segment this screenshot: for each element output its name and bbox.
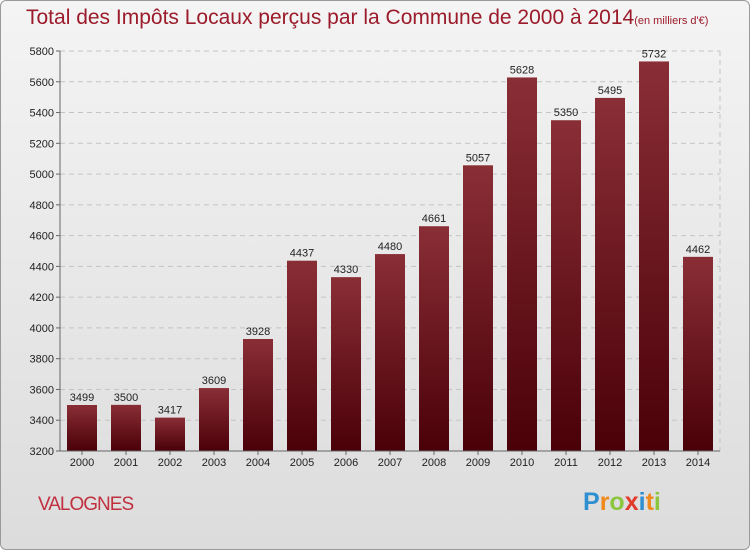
x-tick-label: 2003 <box>202 457 226 469</box>
bar-value-label: 5057 <box>466 152 490 164</box>
x-tick-label: 2004 <box>246 457 270 469</box>
x-tick-label: 2001 <box>114 457 138 469</box>
bar-2001[interactable] <box>111 404 141 451</box>
y-tick-label: 3200 <box>30 446 54 458</box>
y-tick-label: 4000 <box>30 323 54 335</box>
x-tick-label: 2008 <box>422 457 446 469</box>
bar-value-label: 3928 <box>246 326 270 338</box>
chart-title-unit: (en milliers d'€) <box>634 15 709 27</box>
bar-value-label: 5350 <box>554 107 578 119</box>
logo-letter: x <box>624 488 639 516</box>
bar-2014[interactable] <box>683 256 713 451</box>
y-tick-label: 5400 <box>30 108 54 120</box>
bar-value-label: 3417 <box>158 405 182 417</box>
y-tick-label: 5800 <box>30 46 54 58</box>
bar-2004[interactable] <box>243 339 273 451</box>
bar-value-label: 5732 <box>642 48 666 60</box>
bar-value-label: 4437 <box>290 248 314 260</box>
bar-value-label: 4661 <box>422 213 446 225</box>
bar-value-label: 4330 <box>334 264 358 276</box>
y-tick-label: 4600 <box>30 231 54 243</box>
bar-2008[interactable] <box>419 226 449 451</box>
labels: 3200 3400 3600 3800 4000 4200 4400 4600 4800 5000… <box>30 46 711 469</box>
bar-value-label: 5628 <box>510 64 534 76</box>
x-tick-label: 2005 <box>290 457 314 469</box>
x-tick-label: 2006 <box>334 457 358 469</box>
bar-value-label: 3500 <box>114 392 138 404</box>
bar-2000[interactable] <box>67 405 97 451</box>
y-tick-label: 3400 <box>30 415 54 427</box>
y-tick-label: 4200 <box>30 292 54 304</box>
bar-2002[interactable] <box>155 417 185 451</box>
bar-2010[interactable] <box>507 77 537 451</box>
bar-value-label: 4480 <box>378 241 402 253</box>
bar-value-label: 4462 <box>686 244 710 256</box>
y-tick-label: 5600 <box>30 77 54 89</box>
bar-2013[interactable] <box>639 61 669 451</box>
x-tick-label: 2013 <box>642 457 666 469</box>
bar-value-label: 3499 <box>70 392 94 404</box>
bar-2006[interactable] <box>331 277 361 451</box>
y-tick-label: 3800 <box>30 354 54 366</box>
x-tick-label: 2010 <box>510 457 534 469</box>
bar-2003[interactable] <box>199 388 229 451</box>
y-tick-label: 4400 <box>30 261 54 273</box>
logo-letter: P <box>583 488 600 516</box>
x-tick-label: 2014 <box>686 457 710 469</box>
x-tick-label: 2012 <box>598 457 622 469</box>
bar-2005[interactable] <box>287 260 317 451</box>
proxiti-logo[interactable]: Proxiti <box>583 488 661 517</box>
commune-name: VALOGNES <box>38 494 134 515</box>
bars <box>67 61 713 452</box>
bar-value-label: 5495 <box>598 85 622 97</box>
logo-letter: o <box>609 488 625 516</box>
x-tick-label: 2009 <box>466 457 490 469</box>
x-tick-label: 2007 <box>378 457 402 469</box>
bar-2009[interactable] <box>463 165 493 452</box>
y-tick-label: 5000 <box>30 169 54 181</box>
logo-letter: t <box>645 488 654 516</box>
chart-title: Total des Impôts Locaux perçus par la Co… <box>26 6 708 30</box>
logo-letter: i <box>653 488 661 516</box>
chart-title-main: Total des Impôts Locaux perçus par la Co… <box>26 6 635 29</box>
bar-value-label: 3609 <box>202 375 226 387</box>
bar-2012[interactable] <box>595 97 625 451</box>
y-tick-label: 3600 <box>30 384 54 396</box>
logo-letter: r <box>599 488 610 516</box>
x-tick-label: 2000 <box>70 457 94 469</box>
x-tick-label: 2002 <box>158 457 182 469</box>
x-tick-label: 2011 <box>554 457 578 469</box>
logo-letter: i <box>638 488 646 516</box>
y-tick-label: 4800 <box>30 200 54 212</box>
bar-2007[interactable] <box>375 254 405 451</box>
y-tick-label: 5200 <box>30 138 54 150</box>
bar-2011[interactable] <box>551 120 581 451</box>
axes <box>56 50 720 455</box>
